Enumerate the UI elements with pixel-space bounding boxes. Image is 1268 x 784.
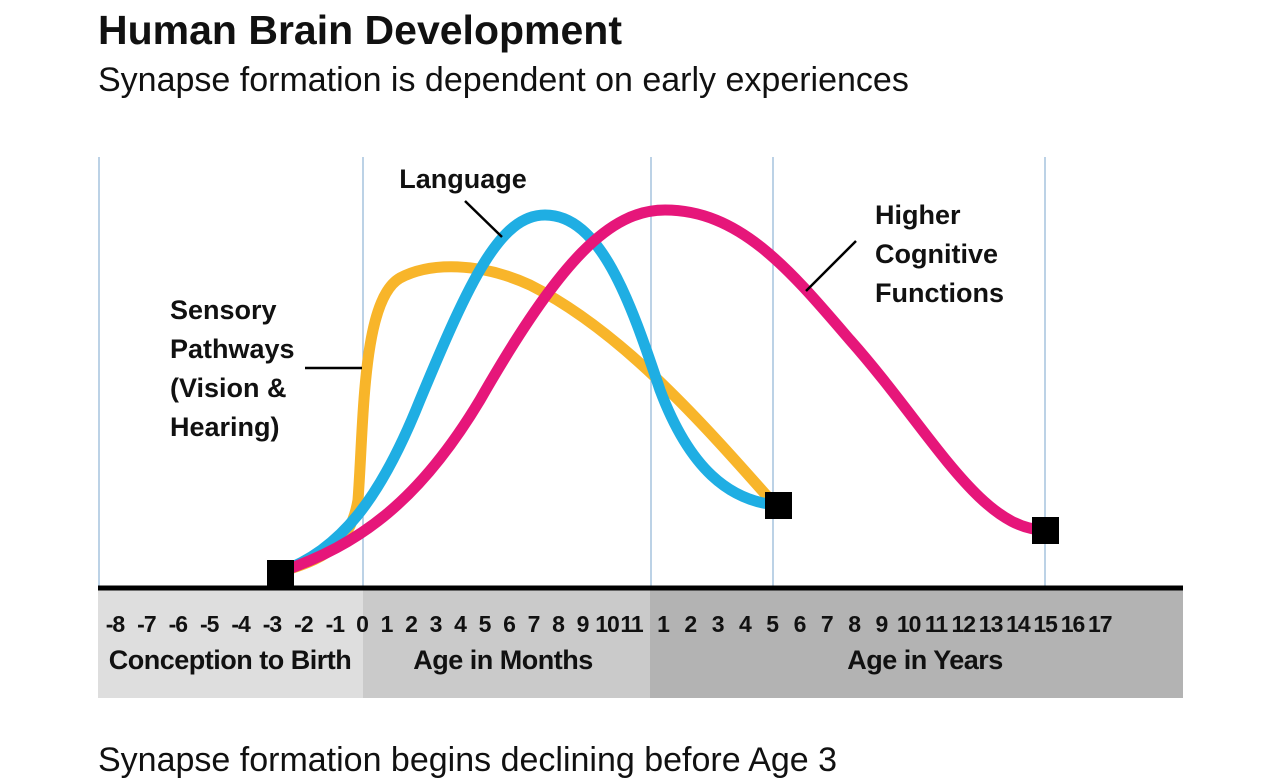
sensory-label: (Vision & [170,373,287,403]
tick-label: 8 [848,611,861,637]
tick-label: 1 [657,611,670,637]
tick-label: 6 [794,611,806,637]
sensory-label: Pathways [170,334,295,364]
curves [274,204,1051,578]
band-years [650,590,1183,698]
tick-label: 3 [712,611,724,637]
language-curve [274,209,781,578]
tick-label: 0 [356,611,368,637]
tick-label: 7 [528,611,540,637]
cognitive-curve [274,204,1051,578]
title: Human Brain Development [98,7,622,53]
subtitle: Synapse formation is dependent on early … [98,61,909,99]
tick-label: -2 [294,611,313,637]
tick-label: 16 [1061,611,1085,637]
language-label: Language [399,164,527,194]
tick-label: -3 [263,611,282,637]
tick-label: -6 [169,611,188,637]
tick-label: 13 [979,611,1003,637]
tick-label: 3 [430,611,442,637]
tick-label: 6 [503,611,515,637]
leaders [305,200,857,370]
tick-label: 4 [454,611,467,637]
tick-label: 9 [876,611,888,637]
tick-label: 5 [766,611,779,637]
cognitive-label: Cognitive [875,239,998,269]
markers [267,492,1059,587]
tick-label: 10 [897,611,921,637]
tick-label: -8 [106,611,126,637]
tick-label: 5 [479,611,492,637]
tick-label: 2 [405,611,417,637]
section-label: Age in Years [847,645,1003,675]
tick-label: -7 [137,611,156,637]
tick-label: 8 [552,611,565,637]
tick-label: -4 [231,611,251,637]
tick-label: -1 [326,611,346,637]
tick-label: 11 [620,611,644,637]
tick-label: 1 [381,611,394,637]
section-label: Age in Months [413,645,592,675]
section-label: Conception to Birth [109,645,351,675]
cognitive-label: Functions [875,278,1004,308]
tick-label: 15 [1033,611,1058,637]
tick-label: 11 [925,611,949,637]
sensory-label: Sensory [170,295,277,325]
tick-label: 9 [577,611,589,637]
band-prenatal [98,590,363,698]
tick-label: 2 [684,611,696,637]
tick-label: 4 [739,611,752,637]
footer: Synapse formation begins declining befor… [98,741,837,779]
tick-label: 10 [595,611,619,637]
band-months [363,590,650,698]
tick-label: 12 [952,611,976,637]
tick-label: -5 [200,611,220,637]
tick-label: 14 [1006,611,1031,637]
sensory-label: Hearing) [170,412,280,442]
tick-label: 7 [821,611,833,637]
cognitive-label: Higher [875,200,961,230]
tick-label: 17 [1088,611,1112,637]
